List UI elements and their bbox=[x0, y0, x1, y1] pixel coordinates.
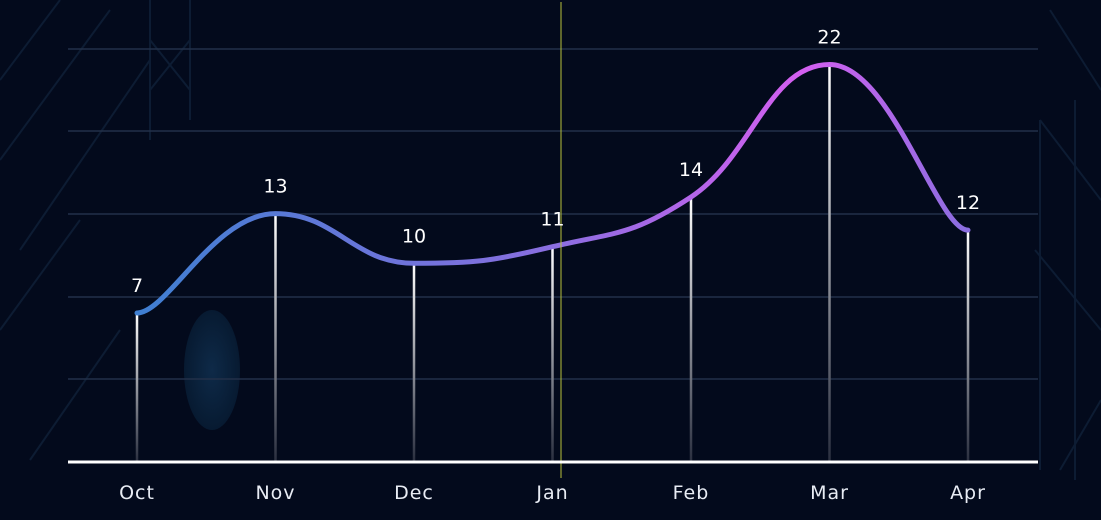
data-label-oct: 7 bbox=[131, 275, 143, 297]
data-label-feb: 14 bbox=[679, 159, 703, 181]
x-tick-label-dec: Dec bbox=[394, 482, 434, 504]
x-tick-label-jan: Jan bbox=[535, 482, 568, 504]
data-label-nov: 13 bbox=[263, 176, 287, 198]
background-decoration bbox=[0, 0, 1101, 480]
data-label-mar: 22 bbox=[817, 27, 841, 49]
dish-silhouette bbox=[184, 310, 240, 430]
series-line bbox=[134, 62, 971, 316]
drop-lines bbox=[135, 64, 970, 463]
data-label-dec: 10 bbox=[402, 225, 426, 247]
x-tick-label-oct: Oct bbox=[119, 482, 155, 504]
data-label-apr: 12 bbox=[956, 192, 980, 214]
data-labels: 7 13 10 11 14 22 12 bbox=[131, 27, 980, 297]
x-axis-tick-labels: Oct Nov Dec Jan Feb Mar Apr bbox=[119, 482, 986, 504]
x-tick-label-mar: Mar bbox=[810, 482, 849, 504]
grid-lines bbox=[68, 48, 1038, 380]
x-tick-label-feb: Feb bbox=[673, 482, 710, 504]
x-tick-label-nov: Nov bbox=[255, 482, 295, 504]
x-tick-label-apr: Apr bbox=[950, 482, 986, 504]
data-label-jan: 11 bbox=[540, 209, 564, 231]
